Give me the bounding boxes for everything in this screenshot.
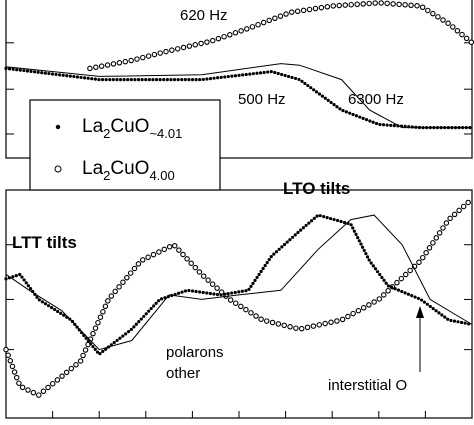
series-label: 500 Hz [238, 91, 286, 108]
legend-label-part: CuO [110, 116, 149, 137]
legend-label-part: La [82, 158, 104, 179]
legend-label-part: 2 [103, 168, 110, 183]
legend-label-part: La [82, 116, 104, 137]
series-line [4, 66, 474, 130]
legend-label-part: CuO [110, 158, 149, 179]
series-line [87, 0, 474, 72]
legend-marker [54, 165, 62, 173]
legend-label-part: 2 [103, 126, 110, 141]
top-panel-frame [5, 0, 473, 159]
annotation-arrowhead [416, 306, 424, 318]
legend-marker [55, 124, 61, 130]
annotation: LTO tilts [283, 179, 350, 198]
legend-label: La2CuO~4.01 [82, 116, 182, 141]
legend-label-part: ~4.01 [149, 126, 182, 141]
series-marker-hole [4, 197, 474, 398]
series-label: 620 Hz [180, 7, 228, 24]
legend-label-part: 4.00 [149, 168, 174, 183]
series-label: 6300 Hz [348, 91, 404, 108]
series-line [5, 214, 473, 351]
legend-box [29, 99, 221, 191]
series-line [4, 213, 474, 357]
annotation: interstitial O [328, 377, 407, 394]
legend-label: La2CuO4.00 [82, 158, 175, 183]
series-line [5, 63, 472, 129]
series-line [3, 196, 474, 399]
annotation: polarons [166, 344, 224, 361]
annotation: other [166, 365, 200, 382]
series-marker-hole [88, 1, 474, 71]
annotation: LTT tilts [12, 233, 77, 252]
